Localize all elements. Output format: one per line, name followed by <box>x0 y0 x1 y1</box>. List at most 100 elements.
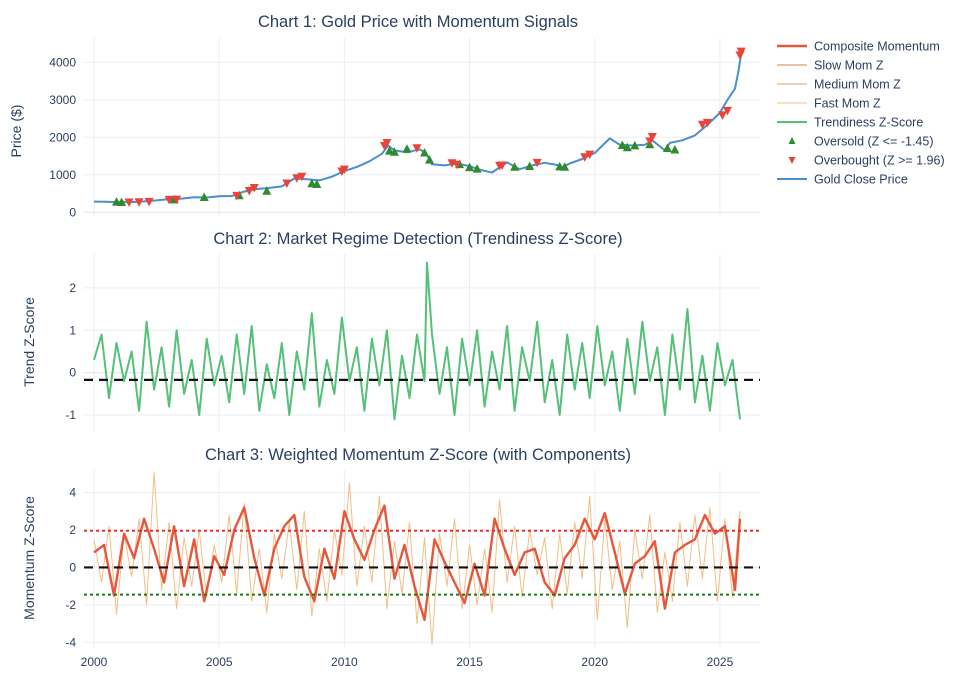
overbought-marker <box>172 195 182 205</box>
chart1-signal-markers <box>112 47 746 207</box>
overbought-marker <box>702 118 712 128</box>
legend-item[interactable]: Medium Mom Z <box>777 78 901 92</box>
oversold-marker <box>199 192 209 201</box>
chart3-y-tick-label: -4 <box>65 635 76 649</box>
chart1-title: Chart 1: Gold Price with Momentum Signal… <box>258 13 578 31</box>
gold-close-price-line <box>93 52 743 204</box>
overbought-marker <box>124 198 134 207</box>
legend-label: Gold Close Price <box>814 173 908 187</box>
chart1-y-ticks: 0 1000 2000 3000 4000 <box>49 55 76 219</box>
oversold-marker <box>510 162 520 171</box>
legend-label: Slow Mom Z <box>814 59 884 73</box>
chart3-y-ticks: -4 -2 0 2 4 <box>65 485 76 649</box>
overbought-marker <box>232 191 242 201</box>
legend-item[interactable]: Gold Close Price <box>777 173 908 187</box>
chart3-series <box>93 471 742 645</box>
oversold-marker <box>670 145 680 154</box>
overbought-marker <box>722 106 732 116</box>
chart1-y-axis-label: Price ($) <box>8 105 24 158</box>
legend-label: Fast Mom Z <box>814 97 881 111</box>
chart3-y-tick-label: 4 <box>69 485 76 499</box>
overbought-marker <box>717 111 727 120</box>
overbought-marker <box>452 160 462 170</box>
overbought-marker <box>585 150 595 160</box>
chart3-title: Chart 3: Weighted Momentum Z-Score (with… <box>205 446 631 464</box>
oversold-marker <box>312 179 322 189</box>
oversold-marker <box>560 162 570 171</box>
chart2-title: Chart 2: Market Regime Detection (Trendi… <box>213 230 622 248</box>
legend-item[interactable]: Oversold (Z <= -1.45) <box>788 135 934 149</box>
overbought-marker <box>697 120 707 130</box>
oversold-marker <box>622 142 632 152</box>
overbought-marker <box>736 47 746 57</box>
x-tick-label: 2010 <box>331 655 358 669</box>
trendiness-zscore-line <box>93 261 741 421</box>
legend-label: Oversold (Z <= -1.45) <box>814 135 934 149</box>
overbought-marker <box>297 172 307 182</box>
oversold-marker <box>262 186 272 195</box>
oversold-marker <box>630 140 640 150</box>
overbought-marker <box>164 195 174 205</box>
chart1-y-tick-label: 3000 <box>49 93 76 107</box>
chart2-y-ticks: -1 0 1 2 <box>65 281 76 422</box>
overbought-marker <box>144 197 154 207</box>
chart-legend[interactable]: Composite Momentum Slow Mom Z Medium Mom Z… <box>777 40 945 187</box>
overbought-marker <box>647 133 657 142</box>
legend-label: Overbought (Z >= 1.96) <box>814 154 945 168</box>
overbought-marker <box>134 198 144 207</box>
legend-label: Trendiness Z-Score <box>814 116 923 130</box>
oversold-marker <box>389 147 399 156</box>
oversold-marker <box>425 155 435 164</box>
chart3-y-tick-label: 2 <box>69 523 76 537</box>
chart3-panel: Chart 3: Weighted Momentum Z-Score (with… <box>21 446 760 669</box>
chart3-thresholds <box>84 529 760 596</box>
chart2-y-tick-label: 0 <box>69 366 76 380</box>
legend-label: Medium Mom Z <box>814 78 901 92</box>
chart2-y-tick-label: 2 <box>69 281 76 295</box>
chart1-series <box>93 52 743 204</box>
fast-mom-z-line <box>93 471 741 645</box>
oversold-marker <box>617 140 627 150</box>
overbought-marker <box>244 187 254 196</box>
chart2-gridlines <box>84 254 760 432</box>
legend-item[interactable]: Slow Mom Z <box>777 59 884 73</box>
legend-label: Composite Momentum <box>814 40 940 54</box>
overbought-marker <box>580 153 590 162</box>
composite-momentum-line <box>93 504 742 622</box>
overbought-marker <box>382 139 392 148</box>
legend-item[interactable]: Fast Mom Z <box>777 97 881 111</box>
legend-item[interactable]: Trendiness Z-Score <box>777 116 923 130</box>
chart1-y-tick-label: 1000 <box>49 168 76 182</box>
overbought-marker <box>412 144 422 153</box>
chart3-y-tick-label: -2 <box>65 598 76 612</box>
legend-item[interactable]: Overbought (Z >= 1.96) <box>788 154 945 168</box>
legend-swatch <box>788 137 796 144</box>
chart1-y-tick-label: 4000 <box>49 55 76 69</box>
chart3-y-axis-label: Momentum Z-Score <box>21 496 37 620</box>
chart2-y-axis-label: Trend Z-Score <box>21 297 37 387</box>
overbought-marker <box>339 165 349 175</box>
chart1-y-tick-label: 0 <box>69 205 76 219</box>
legend-swatch <box>788 157 796 164</box>
oversold-marker <box>525 161 535 171</box>
legend-item[interactable]: Composite Momentum <box>777 40 940 54</box>
overbought-marker <box>292 174 302 183</box>
oversold-marker <box>465 162 475 172</box>
x-tick-label: 2025 <box>707 655 734 669</box>
overbought-marker <box>497 161 507 171</box>
x-tick-label: 2005 <box>206 655 233 669</box>
chart2-y-tick-label: -1 <box>65 408 76 422</box>
oversold-marker <box>117 197 127 207</box>
x-tick-label: 2000 <box>81 655 108 669</box>
chart2-panel: Chart 2: Market Regime Detection (Trendi… <box>21 230 760 432</box>
overbought-marker <box>282 179 292 189</box>
chart2-y-tick-label: 1 <box>69 323 76 337</box>
x-tick-label: 2015 <box>456 655 483 669</box>
chart2-series <box>93 261 741 421</box>
oversold-marker <box>472 164 482 173</box>
overbought-marker <box>249 184 259 193</box>
chart1-panel: Chart 1: Gold Price with Momentum Signal… <box>8 13 760 219</box>
chart1-gridlines <box>84 38 760 216</box>
oversold-marker <box>662 143 672 153</box>
chart3-y-tick-label: 0 <box>69 560 76 574</box>
